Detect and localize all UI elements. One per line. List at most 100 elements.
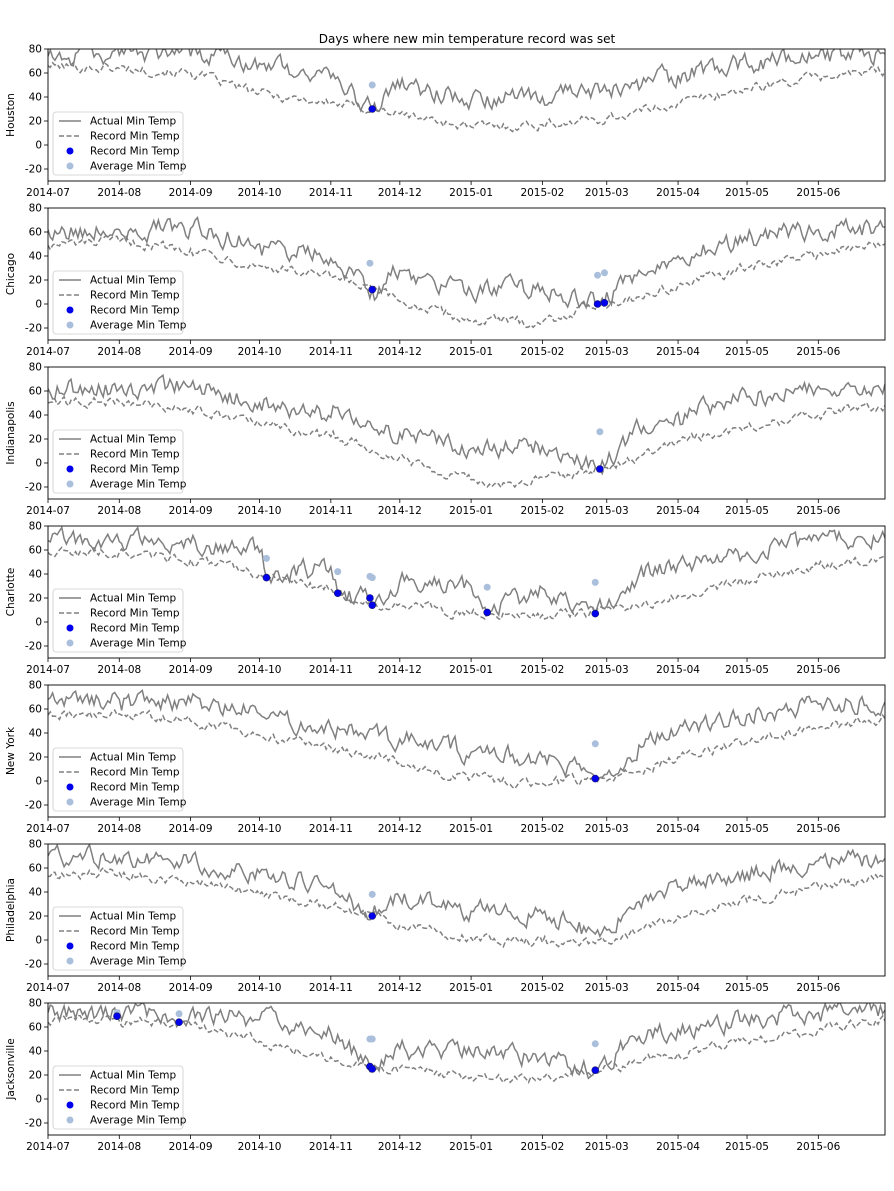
x-tick-label: 2015-05 (725, 346, 769, 358)
actual-min-temp-line (48, 216, 885, 311)
x-tick-label: 2015-04 (656, 505, 700, 517)
subplot-chicago: -20 0 20 40 60 80 2014-07 2014-08 2014-09 2014-10… (5, 203, 886, 358)
record-min-temp-point (368, 1065, 377, 1073)
legend-entry-label: Record Min Temp (90, 305, 180, 317)
legend-record-point-swatch (66, 147, 74, 155)
legend-entry-label: Average Min Temp (90, 479, 187, 491)
legend-average-point-swatch (66, 798, 74, 806)
subplot-stack: -20 0 20 40 60 80 2014-07 2014-08 2014-09 2014-10… (5, 44, 886, 1153)
subplot-jacksonville: -20 0 20 40 60 80 2014-07 2014-08 2014-09 2014-10… (5, 998, 886, 1153)
y-axis-label: Chicago (5, 253, 17, 295)
x-tick-label: 2015-02 (520, 1141, 564, 1153)
legend-entry-label: Average Min Temp (90, 797, 187, 809)
axes-frame (47, 207, 886, 341)
y-tick-label: 80 (29, 203, 42, 215)
record-min-temp-point (262, 573, 271, 582)
x-tick-label: 2015-02 (520, 664, 564, 676)
y-tick-label: 60 (29, 863, 42, 875)
y-tick-label: -20 (25, 959, 42, 971)
y-tick-label: 80 (29, 839, 42, 851)
x-tick-label: 2014-10 (238, 505, 282, 517)
legend-entry-label: Actual Min Temp (90, 593, 177, 605)
legend: Actual Min Temp Record Min Temp Record Min… (52, 588, 187, 653)
record-min-temp-line (48, 866, 885, 949)
y-tick-label: 0 (35, 299, 42, 311)
y-axis-label: Jacksonville (5, 1038, 17, 1100)
legend-record-point-swatch (66, 942, 74, 950)
x-tick-label: 2014-12 (378, 823, 422, 835)
x-tick-label: 2015-06 (796, 982, 840, 994)
y-tick-label: 40 (29, 887, 42, 899)
y-tick-label: 80 (29, 362, 42, 374)
x-tick-label: 2014-09 (169, 346, 213, 358)
legend: Actual Min Temp Record Min Temp Record Min… (52, 429, 187, 494)
actual-min-temp-line (48, 1003, 885, 1080)
legend-entry-label: Average Min Temp (90, 161, 187, 173)
x-tick-label: 2014-11 (309, 664, 353, 676)
subplot-new-york: -20 0 20 40 60 80 2014-07 2014-08 2014-09 2014-10… (5, 680, 886, 835)
y-tick-label: 0 (35, 140, 42, 152)
legend-average-point-swatch (66, 321, 74, 329)
x-tick-label: 2014-12 (378, 664, 422, 676)
x-tick-label: 2015-02 (520, 346, 564, 358)
x-tick-label: 2014-08 (97, 823, 141, 835)
subplot-houston: -20 0 20 40 60 80 2014-07 2014-08 2014-09 2014-10… (5, 44, 886, 199)
x-tick-label: 2015-04 (656, 1141, 700, 1153)
axes-frame (47, 1002, 886, 1136)
x-tick-label: 2014-12 (378, 346, 422, 358)
x-tick-label: 2014-12 (378, 982, 422, 994)
x-tick-label: 2015-02 (520, 505, 564, 517)
x-tick-label: 2015-06 (796, 346, 840, 358)
average-min-temp-point (368, 81, 376, 89)
x-tick-label: 2015-04 (656, 823, 700, 835)
subplot-philadelphia: -20 0 20 40 60 80 2014-07 2014-08 2014-09 2014-10… (5, 839, 886, 994)
y-tick-label: 40 (29, 569, 42, 581)
legend-entry-label: Record Min Temp (90, 131, 180, 143)
x-tick-label: 2015-03 (585, 1141, 629, 1153)
legend-entry-label: Actual Min Temp (90, 1070, 177, 1082)
x-tick-label: 2015-05 (725, 823, 769, 835)
record-min-temp-point (366, 594, 374, 602)
x-tick-label: 2014-12 (378, 505, 422, 517)
y-tick-label: 0 (35, 458, 42, 470)
y-tick-label: 60 (29, 227, 42, 239)
y-tick-label: 80 (29, 998, 42, 1010)
average-min-temp-point (368, 574, 376, 582)
x-tick-label: 2014-08 (97, 187, 141, 199)
y-tick-label: 40 (29, 92, 42, 104)
y-tick-label: 40 (29, 410, 42, 422)
x-tick-label: 2014-09 (169, 187, 213, 199)
record-min-temp-point (593, 300, 602, 308)
y-tick-label: 0 (35, 1094, 42, 1106)
record-min-temp-point (596, 465, 604, 473)
y-tick-label: -20 (25, 641, 42, 653)
y-tick-label: 20 (29, 434, 42, 446)
record-min-temp-point (368, 601, 377, 610)
x-tick-label: 2014-07 (26, 505, 70, 517)
y-tick-label: 40 (29, 1046, 42, 1058)
y-tick-label: 20 (29, 116, 42, 128)
y-axis-label: New York (5, 726, 17, 775)
y-tick-label: -20 (25, 323, 42, 335)
x-tick-label: 2015-05 (725, 187, 769, 199)
record-min-temp-line (48, 235, 885, 329)
legend-average-point-swatch (66, 162, 74, 170)
y-tick-label: 80 (29, 521, 42, 533)
y-tick-label: 20 (29, 911, 42, 923)
x-tick-label: 2015-05 (725, 1141, 769, 1153)
axes-frame (47, 525, 886, 659)
y-tick-label: 40 (29, 728, 42, 740)
average-min-temp-point (368, 890, 376, 898)
x-tick-label: 2014-07 (26, 982, 70, 994)
x-tick-label: 2015-06 (796, 187, 840, 199)
x-tick-label: 2014-12 (378, 1141, 422, 1153)
y-axis-label: Indianapolis (5, 401, 17, 464)
x-tick-label: 2014-10 (238, 823, 282, 835)
average-min-temp-point (334, 568, 342, 576)
x-tick-label: 2014-10 (238, 664, 282, 676)
actual-min-temp-line (48, 689, 885, 783)
y-tick-label: 0 (35, 776, 42, 788)
legend-entry-label: Actual Min Temp (90, 116, 177, 128)
x-tick-label: 2014-11 (309, 346, 353, 358)
